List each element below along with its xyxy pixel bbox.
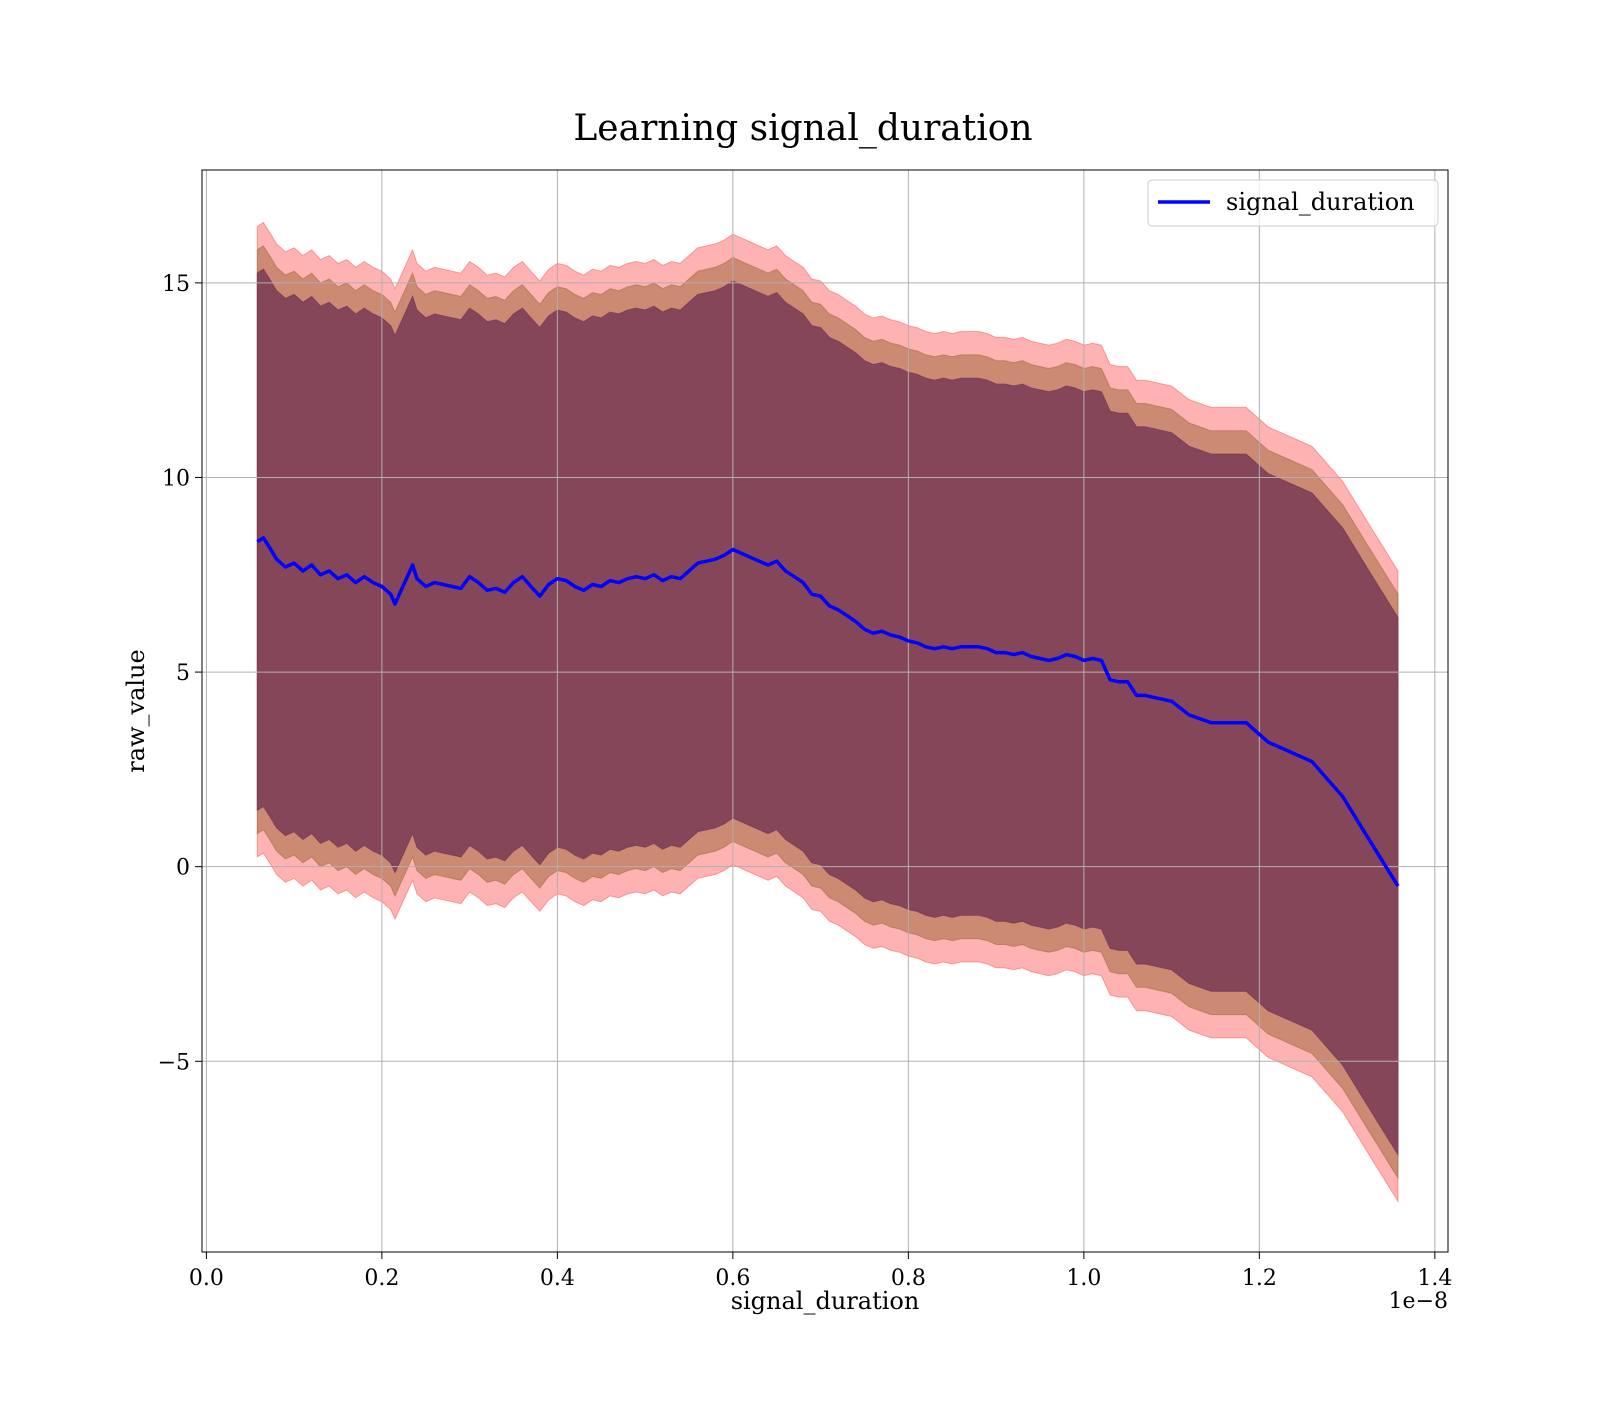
x-tick-label: 0.8	[891, 1266, 926, 1291]
legend: signal_duration	[1147, 179, 1439, 227]
legend-label: signal_duration	[1226, 188, 1415, 216]
series-line-signal-duration	[256, 536, 1400, 888]
y-tick-label: −5	[158, 1050, 190, 1075]
chart-title: Learning signal_duration	[573, 108, 1032, 149]
x-tick-label: 1.0	[1066, 1266, 1101, 1291]
x-tick-label: 0.0	[189, 1266, 224, 1291]
x-axis-label: signal_duration	[731, 1287, 920, 1315]
x-axis-offset-label: 1e−8	[1389, 1289, 1448, 1314]
x-axis-ticks: 0.0 0.2 0.4 0.6 0.8 1.0 1.2 1.4	[189, 1252, 1452, 1291]
plot-frame	[201, 169, 1449, 1253]
y-axis-label: raw_value	[122, 649, 150, 773]
confidence-bands	[256, 221, 1399, 1204]
grid	[202, 170, 1448, 1252]
band-inner-band	[256, 268, 1399, 1157]
x-tick-label: 0.6	[715, 1266, 750, 1291]
x-tick-label: 0.2	[364, 1266, 399, 1291]
y-tick-label: 0	[176, 856, 190, 881]
x-tick-label: 1.4	[1417, 1266, 1452, 1291]
x-tick-label: 1.2	[1242, 1266, 1277, 1291]
y-axis-ticks: −5 0 5 10 15	[158, 272, 202, 1075]
x-tick-label: 0.4	[540, 1266, 575, 1291]
y-tick-label: 5	[176, 661, 190, 686]
y-tick-label: 10	[162, 466, 190, 491]
series-lines	[256, 536, 1400, 888]
y-tick-label: 15	[162, 272, 190, 297]
legend-box	[1147, 179, 1439, 227]
